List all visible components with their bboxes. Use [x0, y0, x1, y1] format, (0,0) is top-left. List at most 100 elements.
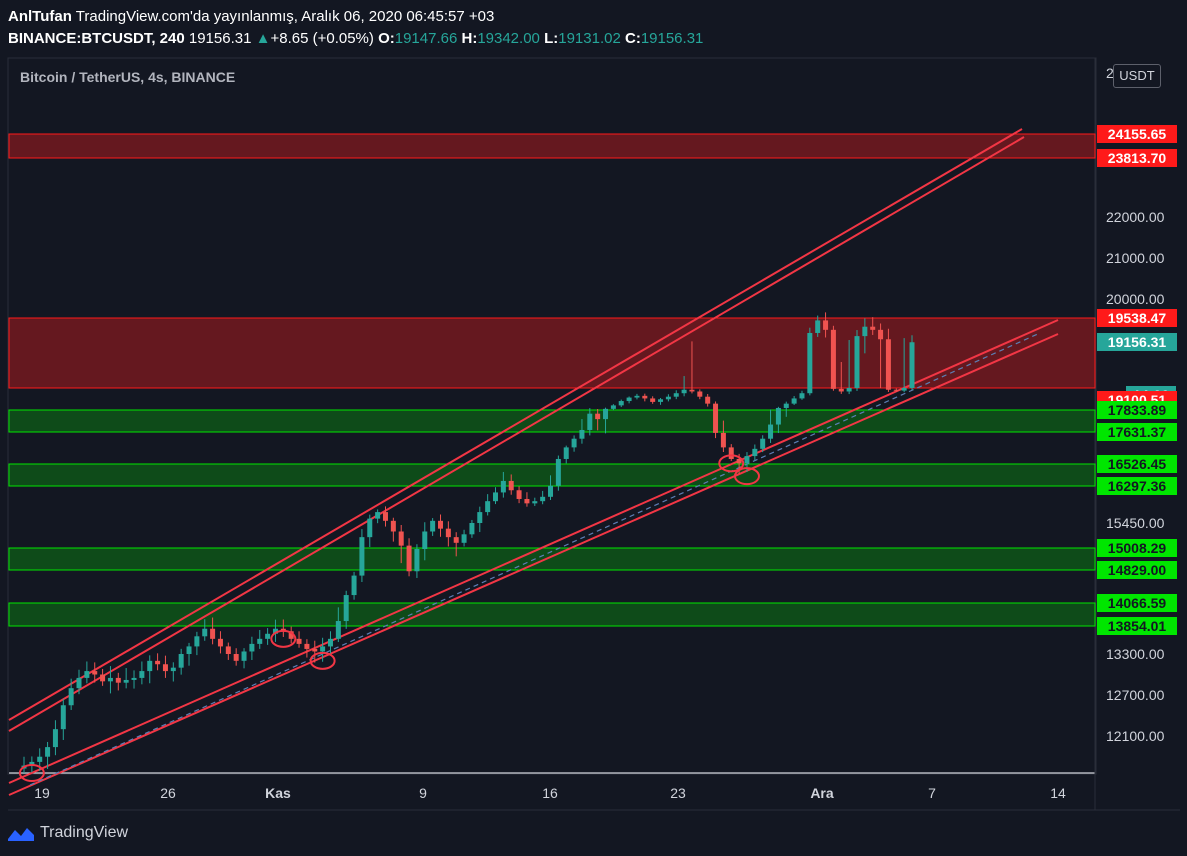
resistance-zone-1[interactable]: [8, 317, 1096, 389]
candle-51[interactable]: [422, 522, 428, 561]
candle-8[interactable]: [84, 661, 90, 684]
candle-106[interactable]: [854, 330, 860, 391]
channel-line-3[interactable]: [8, 333, 1059, 796]
candle-83[interactable]: [673, 390, 679, 400]
candle-41[interactable]: [343, 590, 349, 629]
brand-name[interactable]: TradingView: [40, 824, 129, 841]
candle-40[interactable]: [335, 607, 341, 643]
support-zone-3[interactable]: [8, 463, 1096, 487]
candle-21[interactable]: [186, 642, 192, 666]
support-zone-2[interactable]: [8, 409, 1096, 433]
support-zone-4[interactable]: [8, 547, 1096, 571]
candle-69[interactable]: [563, 445, 569, 464]
candle-38[interactable]: [320, 637, 326, 662]
candle-102[interactable]: [823, 312, 829, 338]
candle-18[interactable]: [162, 655, 168, 678]
candle-23[interactable]: [202, 619, 208, 641]
candle-66[interactable]: [540, 490, 546, 505]
candle-89[interactable]: [720, 420, 726, 453]
candle-48[interactable]: [398, 524, 404, 564]
candle-65[interactable]: [532, 497, 538, 506]
candle-104[interactable]: [838, 361, 844, 394]
candle-53[interactable]: [437, 514, 443, 537]
candle-15[interactable]: [139, 661, 145, 685]
resistance-zone-0[interactable]: [8, 133, 1096, 159]
candle-32[interactable]: [272, 619, 278, 642]
candle-103[interactable]: [830, 325, 836, 391]
low-marker-3[interactable]: [718, 454, 745, 473]
currency-button[interactable]: USDT: [1113, 64, 1161, 88]
candle-61[interactable]: [500, 471, 506, 498]
candle-35[interactable]: [296, 631, 302, 648]
candle-97[interactable]: [783, 401, 789, 417]
candle-70[interactable]: [571, 435, 577, 452]
candle-100[interactable]: [807, 327, 813, 396]
candle-82[interactable]: [665, 394, 671, 402]
candle-87[interactable]: [705, 394, 711, 407]
candle-42[interactable]: [351, 571, 357, 600]
candle-52[interactable]: [430, 518, 436, 536]
candle-26[interactable]: [225, 642, 231, 660]
low-marker-1[interactable]: [270, 629, 297, 648]
candle-3[interactable]: [45, 741, 51, 769]
support-zone-5[interactable]: [8, 602, 1096, 627]
candle-109[interactable]: [878, 323, 884, 389]
candle-62[interactable]: [508, 474, 514, 495]
candle-112[interactable]: [901, 338, 907, 393]
candle-67[interactable]: [548, 475, 554, 500]
candle-20[interactable]: [178, 648, 184, 675]
candle-17[interactable]: [155, 653, 161, 671]
candle-75[interactable]: [610, 404, 616, 411]
candle-101[interactable]: [815, 315, 821, 337]
candle-84[interactable]: [681, 376, 687, 397]
candle-55[interactable]: [453, 532, 459, 557]
candle-73[interactable]: [595, 408, 601, 431]
candle-99[interactable]: [799, 390, 805, 400]
candle-80[interactable]: [650, 396, 656, 404]
low-marker-4[interactable]: [733, 467, 760, 486]
candle-74[interactable]: [603, 407, 609, 434]
candle-58[interactable]: [477, 506, 483, 533]
candle-78[interactable]: [634, 393, 640, 400]
candle-86[interactable]: [697, 389, 703, 400]
low-marker-0[interactable]: [18, 764, 45, 782]
candle-37[interactable]: [312, 640, 318, 663]
candle-63[interactable]: [516, 486, 522, 504]
candle-88[interactable]: [713, 401, 719, 439]
candle-95[interactable]: [768, 409, 774, 443]
candle-59[interactable]: [485, 494, 491, 516]
candle-4[interactable]: [52, 720, 58, 756]
channel-line-1[interactable]: [8, 136, 1025, 732]
candle-6[interactable]: [68, 678, 74, 710]
candle-14[interactable]: [131, 670, 137, 689]
candle-64[interactable]: [524, 492, 530, 507]
candle-28[interactable]: [241, 648, 247, 669]
candle-30[interactable]: [257, 630, 263, 649]
candle-90[interactable]: [728, 444, 734, 461]
candle-22[interactable]: [194, 631, 200, 656]
candle-31[interactable]: [265, 628, 271, 645]
candle-72[interactable]: [587, 408, 593, 436]
candle-43[interactable]: [359, 529, 365, 583]
candle-11[interactable]: [107, 666, 113, 694]
candle-39[interactable]: [327, 631, 333, 654]
candle-36[interactable]: [304, 639, 310, 658]
candle-68[interactable]: [555, 455, 561, 491]
candle-57[interactable]: [469, 519, 475, 538]
candle-25[interactable]: [217, 631, 223, 654]
candle-46[interactable]: [382, 506, 388, 527]
candle-45[interactable]: [375, 509, 381, 524]
candle-107[interactable]: [862, 318, 868, 354]
candle-105[interactable]: [846, 340, 852, 395]
candle-85[interactable]: [689, 341, 695, 394]
candle-93[interactable]: [752, 444, 758, 461]
candle-98[interactable]: [791, 396, 797, 406]
channel-line-2[interactable]: [8, 319, 1059, 784]
candle-5[interactable]: [60, 698, 66, 740]
candle-49[interactable]: [406, 538, 412, 577]
candle-71[interactable]: [579, 419, 585, 444]
candle-76[interactable]: [618, 399, 624, 408]
candle-110[interactable]: [885, 328, 891, 392]
candle-16[interactable]: [147, 655, 153, 684]
